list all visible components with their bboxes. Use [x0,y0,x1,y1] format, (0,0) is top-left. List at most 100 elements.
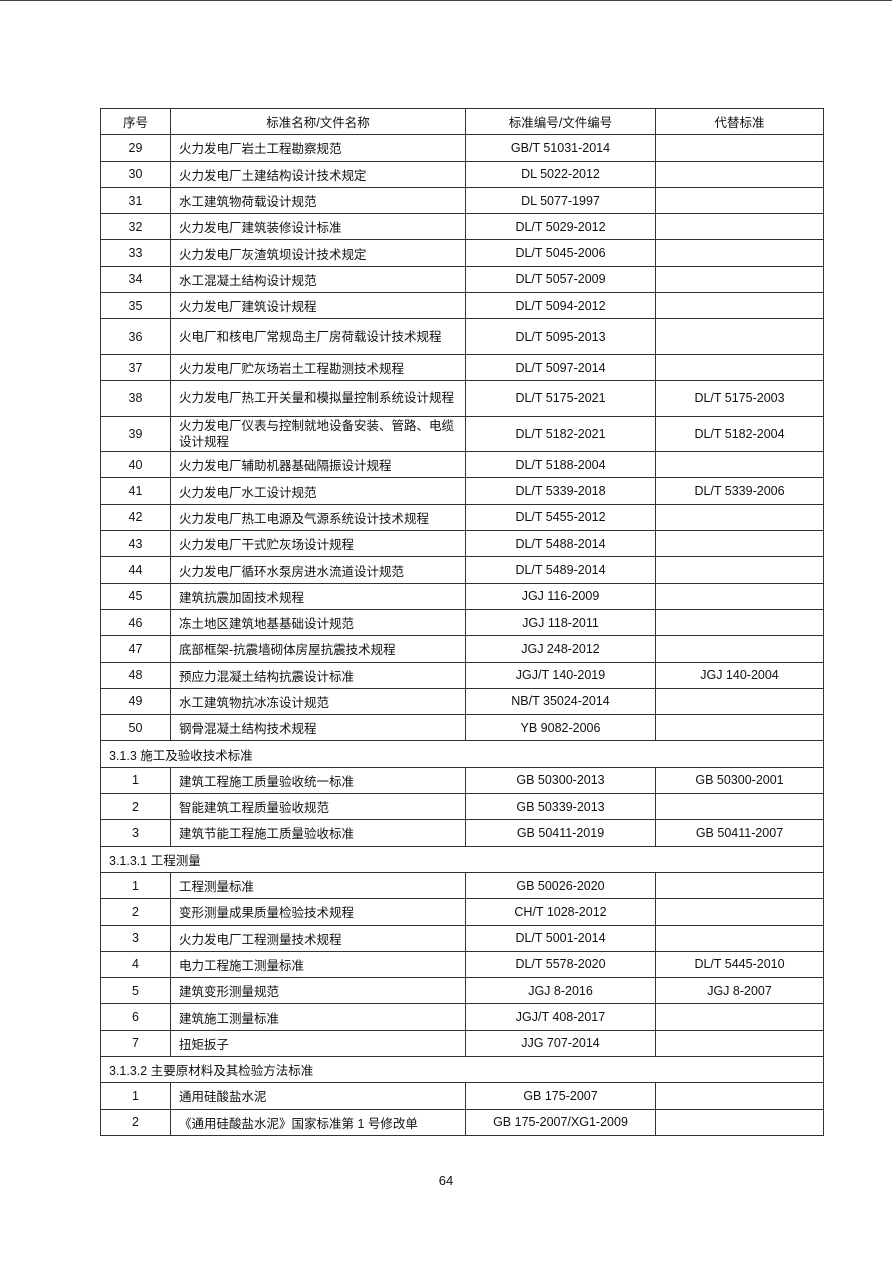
cell-replaces [655,213,824,241]
cell-code: DL/T 5175-2021 [465,380,656,417]
table-row: 42 火力发电厂热工电源及气源系统设计技术规程 DL/T 5455-2012 [100,503,824,532]
cell-no: 2 [100,793,171,821]
cell-name: 建筑节能工程施工质量验收标准 [170,819,466,847]
header-name: 标准名称/文件名称 [170,107,466,136]
table-row: 49 水工建筑物抗冰冻设计规范 NB/T 35024-2014 [100,687,824,716]
table-row: 45 建筑抗震加固技术规程 JGJ 116-2009 [100,582,824,610]
table-row: 2 智能建筑工程质量验收规范 GB 50339-2013 [100,793,824,821]
cell-no: 2 [100,898,171,926]
table-row: 37 火力发电厂贮灰场岩土工程勘测技术规程 DL/T 5097-2014 [100,353,824,382]
cell-no: 1 [100,766,171,795]
cell-no: 31 [100,186,171,215]
cell-replaces [655,1029,824,1058]
cell-name: 水工建筑物荷载设计规范 [170,186,466,215]
cell-replaces: JGJ 140-2004 [655,661,824,689]
cell-no: 34 [100,265,171,294]
cell-name: 扭矩扳子 [170,1029,466,1058]
section-row: 3.1.3.2 主要原材料及其检验方法标准 [100,1055,824,1084]
cell-name: 水工建筑物抗冰冻设计规范 [170,687,466,716]
cell-code: NB/T 35024-2014 [465,687,656,716]
table-row: 5 建筑变形测量规范 JGJ 8-2016 JGJ 8-2007 [100,977,824,1005]
section-heading: 3.1.3.2 主要原材料及其检验方法标准 [100,1055,824,1084]
cell-replaces [655,635,824,663]
cell-no: 41 [100,477,171,505]
top-border-line [0,0,892,1]
cell-code: JGJ 8-2016 [465,977,656,1005]
cell-name: 建筑工程施工质量验收统一标准 [170,766,466,795]
cell-code: CH/T 1028-2012 [465,898,656,926]
cell-replaces [655,556,824,584]
table-row: 30 火力发电厂土建结构设计技术规定 DL 5022-2012 [100,160,824,188]
cell-replaces [655,265,824,294]
cell-no: 50 [100,714,171,742]
cell-name: 底部框架-抗震墙砌体房屋抗震技术规程 [170,635,466,663]
cell-replaces: DL/T 5445-2010 [655,950,824,979]
cell-replaces [655,134,824,162]
cell-replaces [655,318,824,355]
cell-name: 火力发电厂仪表与控制就地设备安装、管路、电缆设计规程 [170,415,466,453]
cell-code: DL/T 5057-2009 [465,265,656,294]
table-row: 7 扭矩扳子 JJG 707-2014 [100,1029,824,1058]
cell-replaces: DL/T 5182-2004 [655,415,824,453]
cell-code: DL/T 5029-2012 [465,213,656,241]
cell-replaces [655,714,824,742]
cell-no: 1 [100,871,171,900]
cell-name: 建筑变形测量规范 [170,977,466,1005]
cell-name: 火力发电厂岩土工程勘察规范 [170,134,466,162]
cell-name: 冻土地区建筑地基基础设计规范 [170,608,466,637]
cell-no: 47 [100,635,171,663]
cell-no: 30 [100,160,171,188]
cell-code: DL/T 5455-2012 [465,503,656,532]
cell-name: 变形测量成果质量检验技术规程 [170,898,466,926]
header-no: 序号 [100,107,171,136]
cell-replaces [655,1108,824,1136]
table-row: 29 火力发电厂岩土工程勘察规范 GB/T 51031-2014 [100,134,824,162]
cell-name: 火力发电厂辅助机器基础隔振设计规程 [170,451,466,479]
cell-name: 火电厂和核电厂常规岛主厂房荷载设计技术规程 [170,318,466,355]
cell-code: GB 175-2007 [465,1082,656,1110]
cell-no: 1 [100,1082,171,1110]
cell-no: 7 [100,1029,171,1058]
table-row: 47 底部框架-抗震墙砌体房屋抗震技术规程 JGJ 248-2012 [100,635,824,663]
cell-no: 46 [100,608,171,637]
cell-no: 48 [100,661,171,689]
table-row: 6 建筑施工测量标准 JGJ/T 408-2017 [100,1003,824,1031]
table-row: 1 通用硅酸盐水泥 GB 175-2007 [100,1082,824,1110]
cell-code: JGJ/T 140-2019 [465,661,656,689]
cell-name: 建筑施工测量标准 [170,1003,466,1031]
table-row: 2 变形测量成果质量检验技术规程 CH/T 1028-2012 [100,898,824,926]
cell-name: 预应力混凝土结构抗震设计标准 [170,661,466,689]
cell-no: 5 [100,977,171,1005]
cell-no: 40 [100,451,171,479]
table-row: 3 火力发电厂工程测量技术规程 DL/T 5001-2014 [100,924,824,952]
cell-replaces: JGJ 8-2007 [655,977,824,1005]
table-row: 40 火力发电厂辅助机器基础隔振设计规程 DL/T 5188-2004 [100,451,824,479]
table-header-row: 序号 标准名称/文件名称 标准编号/文件编号 代替标准 [100,107,824,136]
cell-replaces [655,353,824,382]
cell-code: GB 50411-2019 [465,819,656,847]
cell-name: 火力发电厂灰渣筑坝设计技术规定 [170,239,466,267]
cell-replaces [655,503,824,532]
table-row: 35 火力发电厂建筑设计规程 DL/T 5094-2012 [100,292,824,320]
section-row: 3.1.3 施工及验收技术标准 [100,740,824,768]
cell-code: DL/T 5489-2014 [465,556,656,584]
table-row: 43 火力发电厂干式贮灰场设计规程 DL/T 5488-2014 [100,530,824,558]
cell-code: GB/T 51031-2014 [465,134,656,162]
cell-code: DL/T 5182-2021 [465,415,656,453]
table-row: 36 火电厂和核电厂常规岛主厂房荷载设计技术规程 DL/T 5095-2013 [100,318,824,355]
cell-code: DL/T 5094-2012 [465,292,656,320]
cell-replaces [655,1082,824,1110]
table-row: 34 水工混凝土结构设计规范 DL/T 5057-2009 [100,265,824,294]
cell-name: 火力发电厂建筑设计规程 [170,292,466,320]
cell-replaces [655,687,824,716]
cell-replaces [655,530,824,558]
table-body: 29 火力发电厂岩土工程勘察规范 GB/T 51031-2014 30 火力发电厂土建结… [100,134,824,1136]
section-heading: 3.1.3.1 工程测量 [100,845,824,873]
cell-name: 火力发电厂循环水泵房进水流道设计规范 [170,556,466,584]
cell-name: 通用硅酸盐水泥 [170,1082,466,1110]
table-row: 38 火力发电厂热工开关量和模拟量控制系统设计规程 DL/T 5175-2021 DL… [100,380,824,417]
header-code: 标准编号/文件编号 [465,107,656,136]
cell-replaces: GB 50300-2001 [655,766,824,795]
cell-no: 36 [100,318,171,355]
cell-no: 3 [100,819,171,847]
